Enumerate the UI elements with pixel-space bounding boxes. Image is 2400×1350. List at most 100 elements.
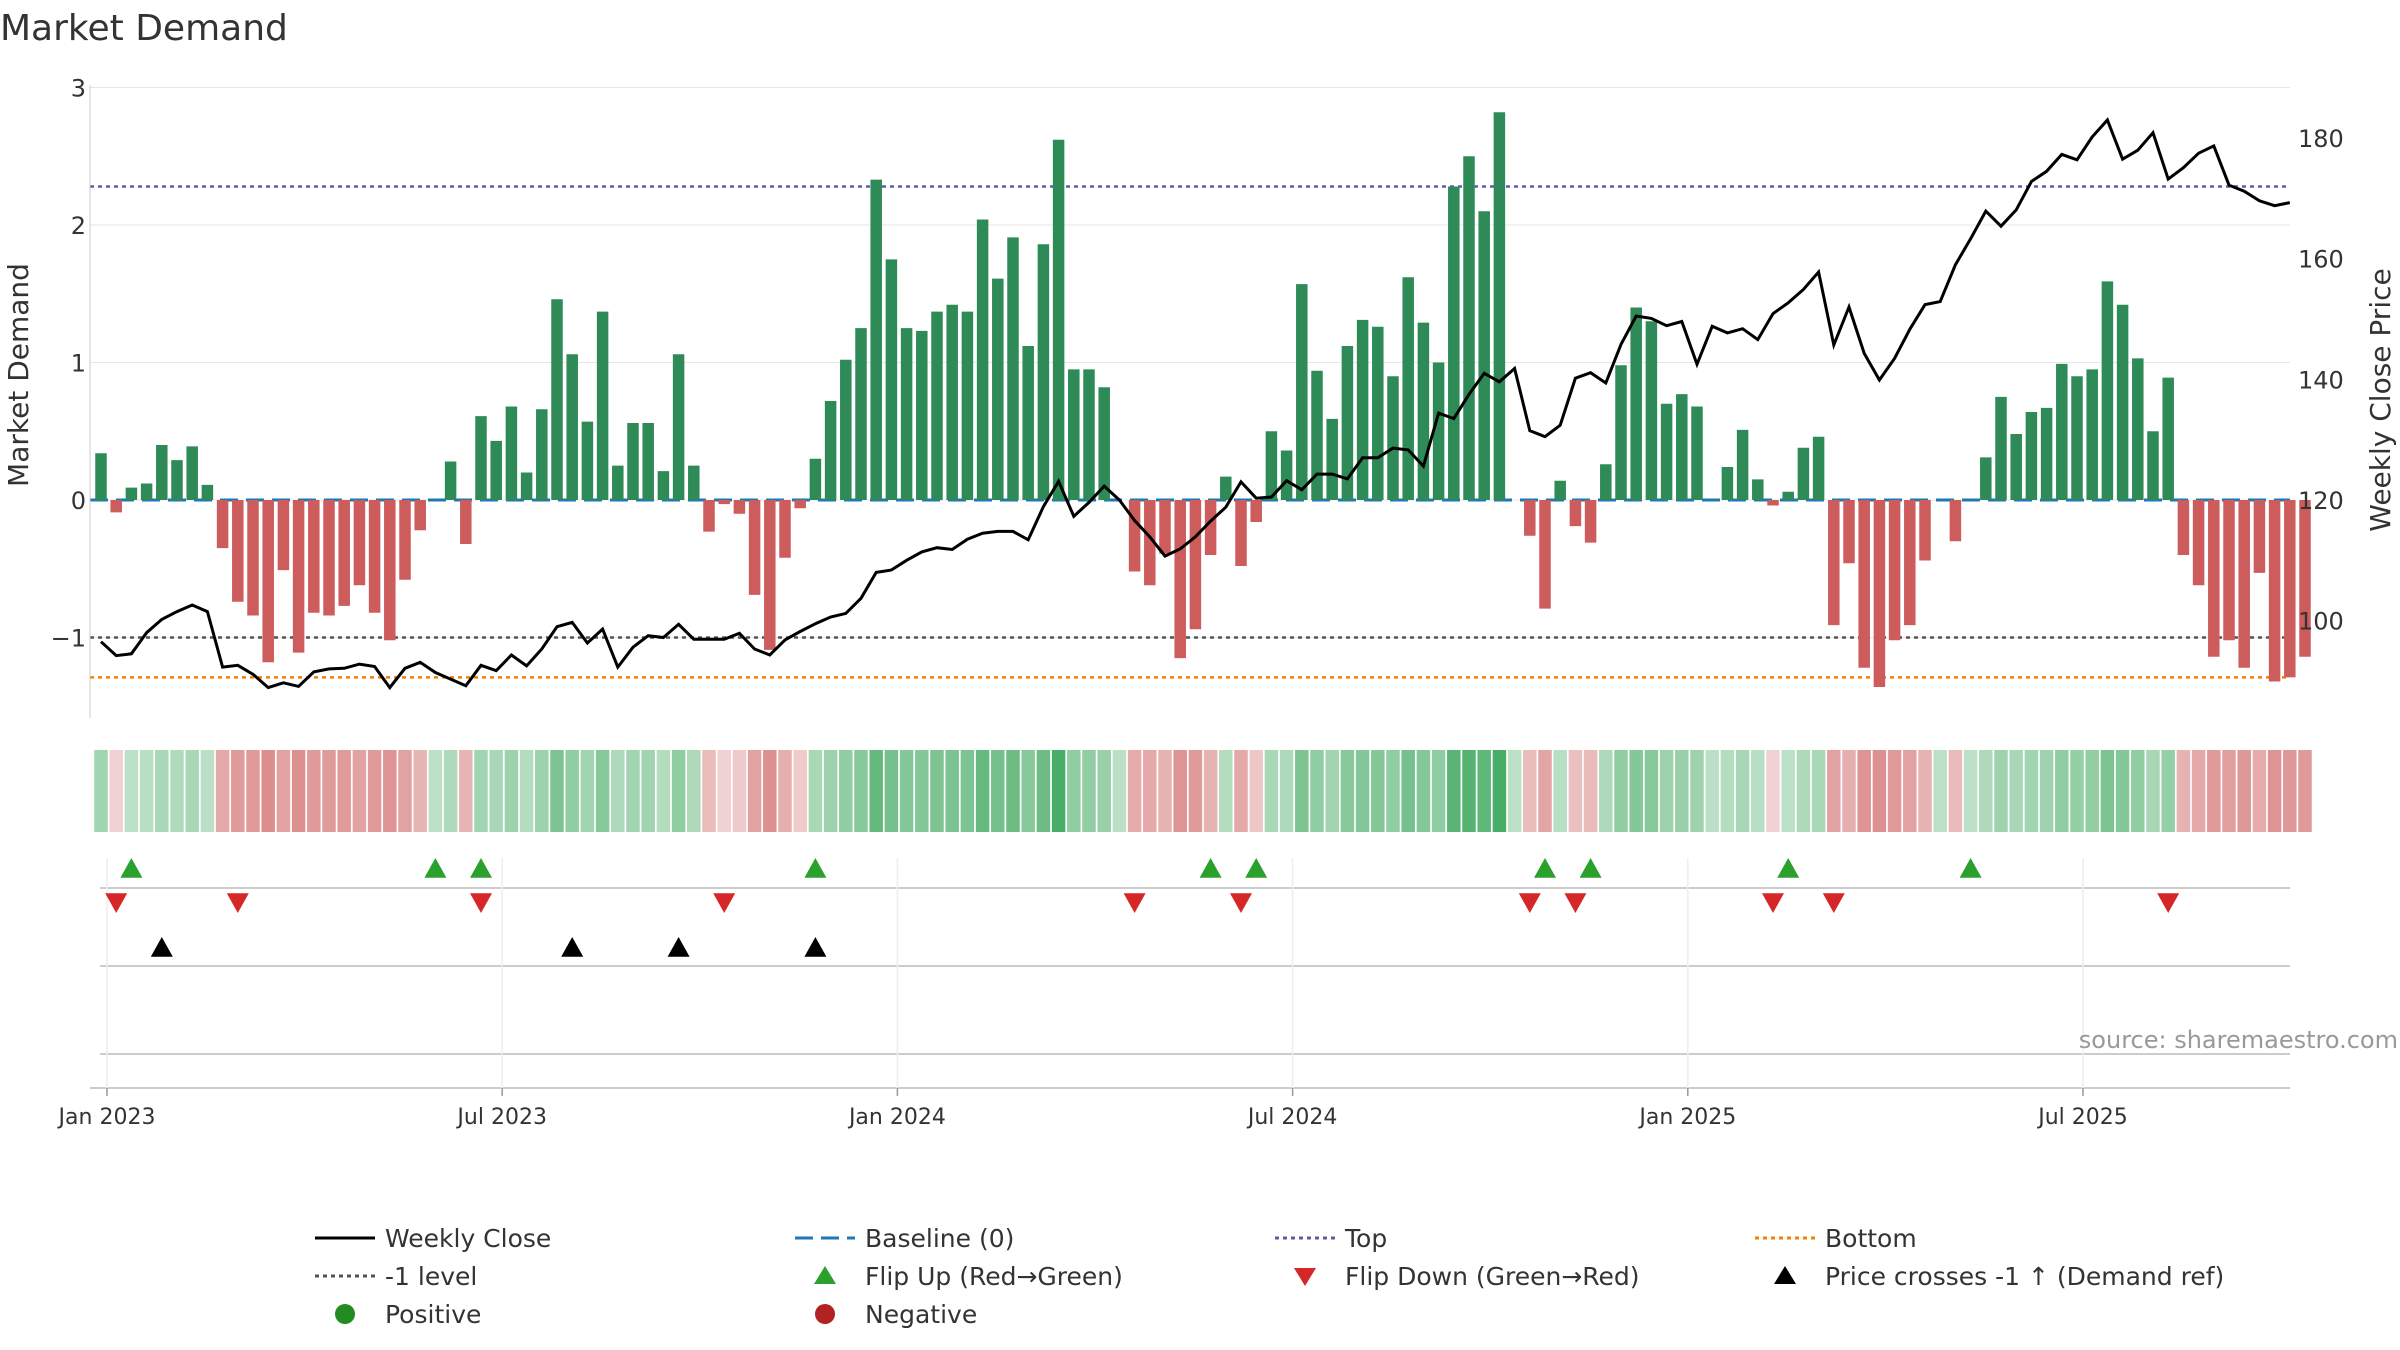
flip-up-marker — [1245, 858, 1268, 878]
demand-bar — [1311, 370, 1323, 500]
legend-label: Flip Down (Green→Red) — [1345, 1262, 1640, 1291]
heat-cell — [1705, 750, 1719, 832]
heat-cell — [1021, 750, 1035, 832]
demand-bar — [1083, 369, 1095, 500]
legend-label: Top — [1344, 1224, 1387, 1253]
demand-bar — [1858, 500, 1870, 668]
y2-tick-label: 100 — [2298, 608, 2344, 636]
y2-tick-label: 160 — [2298, 246, 2344, 274]
legend-swatch-price-cross — [1774, 1266, 1796, 1284]
heat-cell — [580, 750, 595, 832]
heat-cell — [474, 750, 488, 832]
x-tick-label: Jul 2024 — [1246, 1105, 1338, 1130]
flip-up-marker — [470, 858, 492, 878]
demand-bar — [384, 500, 396, 641]
x-tick-label: Jan 2023 — [57, 1105, 156, 1130]
heat-cell — [2191, 750, 2206, 832]
demand-bar — [2071, 376, 2083, 500]
demand-bar — [961, 311, 974, 500]
heat-cell — [261, 750, 275, 832]
demand-bar — [976, 219, 989, 500]
heat-cell — [1568, 750, 1583, 832]
demand-heat-strip — [94, 750, 2312, 832]
demand-bar — [308, 500, 320, 613]
heat-cell — [1629, 750, 1643, 832]
heat-cell — [94, 750, 108, 832]
demand-bar — [353, 500, 366, 586]
legend-swatch-positive — [335, 1304, 355, 1324]
heat-cell — [1431, 750, 1446, 832]
heat-cell — [1188, 750, 1203, 832]
demand-bar — [1204, 500, 1217, 555]
flip-down-marker — [105, 893, 128, 913]
heat-cell — [352, 750, 367, 832]
heat-cell — [808, 750, 823, 832]
demand-bar — [1691, 406, 1703, 500]
heat-cell — [489, 750, 503, 832]
demand-bar — [2086, 369, 2098, 500]
heat-cell — [854, 750, 868, 832]
heat-cell — [1477, 750, 1491, 832]
flip-up-marker — [424, 858, 447, 878]
heat-cell — [1538, 750, 1552, 832]
demand-bar — [1630, 307, 1642, 500]
heat-cell — [1675, 750, 1689, 832]
heat-cell — [1416, 750, 1431, 832]
demand-bar — [1660, 403, 1673, 500]
demand-bar — [520, 472, 533, 500]
heat-cell — [869, 750, 883, 832]
heat-cell — [960, 750, 975, 832]
demand-bar — [1144, 500, 1156, 586]
legend-swatch-negative — [815, 1304, 835, 1324]
flip-down-marker — [1564, 893, 1587, 913]
demand-bar — [186, 446, 198, 500]
heat-cell — [2222, 750, 2236, 832]
demand-bar — [1432, 362, 1445, 500]
heat-cell — [1720, 750, 1735, 832]
heat-cell — [884, 750, 899, 832]
demand-bar — [1280, 450, 1293, 500]
legend-label: Baseline (0) — [865, 1224, 1014, 1253]
demand-bar — [718, 500, 730, 505]
heat-cell — [702, 750, 716, 832]
demand-bar — [1068, 369, 1080, 500]
heat-cell — [1994, 750, 2008, 832]
heat-cell — [550, 750, 564, 832]
heat-cell — [1036, 750, 1051, 832]
heat-cell — [2115, 750, 2130, 832]
flip-up-marker — [804, 858, 827, 878]
heat-cell — [915, 750, 929, 832]
demand-bar — [505, 406, 518, 500]
heat-cell — [337, 750, 351, 832]
flip-up-marker — [1579, 858, 1602, 878]
demand-bar — [2284, 500, 2296, 678]
x-tick-label: Jan 2024 — [847, 1105, 946, 1130]
heat-cell — [1082, 750, 1096, 832]
heat-cell — [732, 750, 747, 832]
demand-bar — [1888, 500, 1901, 641]
heat-cell — [1447, 750, 1461, 832]
heat-cell — [2176, 750, 2191, 832]
heat-cell — [1827, 750, 1841, 832]
flip-down-marker — [1518, 893, 1541, 913]
heat-cell — [2009, 750, 2023, 832]
heat-cell — [2039, 750, 2054, 832]
heat-cell — [1067, 750, 1081, 832]
demand-bar — [1812, 436, 1825, 500]
heat-cell — [717, 750, 731, 832]
price-cross-marker — [150, 937, 173, 957]
heat-cell — [2237, 750, 2251, 832]
heat-cell — [276, 750, 291, 832]
demand-bar — [581, 421, 594, 500]
demand-bar — [946, 304, 958, 500]
demand-bar — [2162, 377, 2174, 500]
heat-cell — [793, 750, 807, 832]
heat-cell — [1735, 750, 1750, 832]
demand-bar — [2040, 407, 2053, 500]
heat-cell — [2298, 750, 2312, 832]
demand-bar — [1995, 396, 2007, 500]
demand-bar — [916, 330, 928, 500]
heat-cell — [1401, 750, 1415, 832]
y2-tick-label: 140 — [2298, 366, 2344, 394]
demand-bar — [855, 328, 867, 500]
